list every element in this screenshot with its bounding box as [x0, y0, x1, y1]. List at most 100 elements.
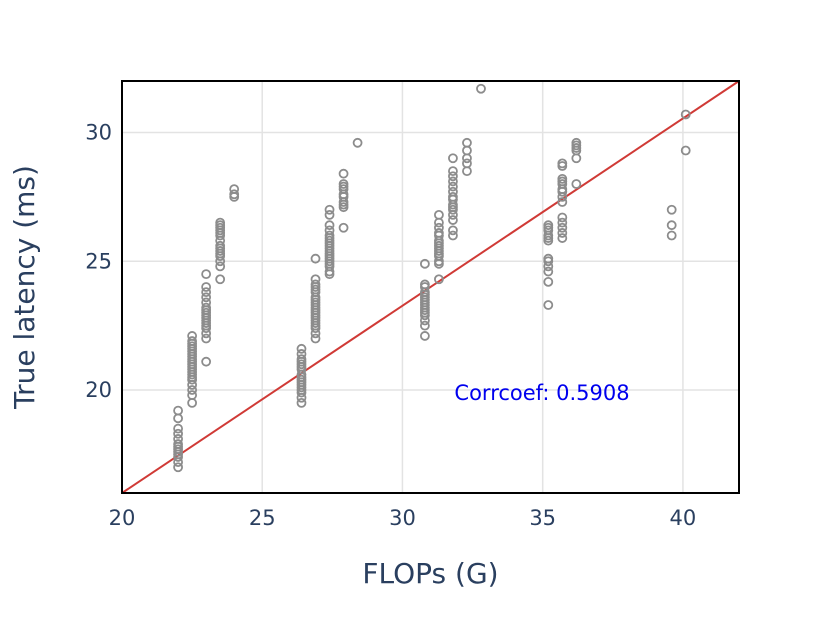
data-point [462, 166, 472, 177]
data-point [215, 274, 226, 285]
data-point [215, 217, 226, 228]
data-point [434, 209, 444, 220]
data-point [201, 292, 212, 303]
data-point [173, 439, 183, 449]
plot-frame [121, 80, 740, 494]
data-point [310, 274, 321, 285]
x-tick-label: 35 [529, 506, 556, 530]
data-point [557, 233, 568, 243]
data-point [434, 222, 444, 233]
data-point [310, 279, 321, 290]
data-point [571, 179, 582, 189]
data-point [338, 179, 349, 189]
data-point [324, 209, 335, 220]
data-point [201, 282, 212, 292]
data-point [462, 153, 472, 164]
data-point [310, 253, 321, 264]
data-point [543, 276, 554, 287]
data-point [419, 279, 430, 290]
data-point [215, 261, 226, 272]
data-point [448, 191, 458, 202]
x-tick-label: 25 [249, 506, 276, 530]
data-point [173, 413, 183, 424]
data-point [666, 204, 677, 215]
data-point [173, 423, 183, 434]
x-tick-label: 40 [670, 506, 697, 530]
data-point [215, 240, 226, 251]
data-point [324, 220, 335, 231]
data-point [338, 168, 349, 179]
data-point [448, 215, 458, 225]
data-point [201, 333, 212, 344]
data-point [173, 462, 183, 473]
data-point [571, 153, 582, 164]
x-axis-title: FLOPs (G) [362, 557, 498, 590]
data-point [338, 222, 349, 233]
data-point [296, 354, 307, 365]
data-point [543, 300, 554, 310]
y-tick-label: 25 [85, 249, 112, 273]
data-point [324, 204, 335, 215]
data-point [434, 217, 444, 228]
data-point [187, 385, 198, 395]
data-point [201, 297, 212, 308]
data-point [173, 405, 183, 416]
data-point [557, 228, 568, 238]
data-point [296, 343, 307, 354]
data-point [571, 137, 582, 148]
data-point [201, 269, 212, 280]
data-point [173, 428, 183, 439]
data-point [557, 197, 568, 207]
y-tick-label: 30 [85, 121, 112, 145]
data-point [543, 266, 554, 277]
data-point [476, 83, 486, 94]
data-point [666, 230, 677, 241]
data-point [310, 333, 321, 344]
data-point [187, 390, 198, 401]
data-point [419, 320, 430, 331]
data-point [187, 397, 198, 408]
data-point [448, 176, 458, 187]
x-tick-label: 20 [109, 506, 136, 530]
data-point [680, 145, 691, 156]
data-point [543, 220, 554, 231]
data-point [557, 212, 568, 223]
data-point [448, 230, 458, 241]
data-point [462, 145, 472, 156]
data-point [419, 258, 430, 269]
data-point [229, 189, 240, 200]
data-point [296, 397, 307, 408]
data-point [448, 225, 458, 236]
data-point [296, 349, 307, 359]
data-point [173, 434, 183, 444]
data-point [324, 225, 335, 236]
fit-line [121, 80, 740, 494]
data-point [680, 109, 691, 120]
data-point [448, 171, 458, 182]
data-point [557, 158, 568, 169]
data-point [434, 274, 444, 285]
data-point [448, 153, 458, 164]
data-point [229, 184, 240, 195]
data-point [324, 230, 335, 241]
data-point [448, 166, 458, 177]
data-point [462, 137, 472, 148]
data-point [448, 181, 458, 192]
x-tick-label: 30 [389, 506, 416, 530]
data-point [201, 302, 212, 313]
data-point [666, 220, 677, 231]
data-point [557, 222, 568, 233]
data-point [557, 173, 568, 184]
data-point [557, 217, 568, 228]
corrcoef-annotation: Corrcoef: 0.5908 [454, 381, 629, 405]
data-point [352, 137, 363, 148]
data-point [187, 331, 198, 341]
data-point [448, 186, 458, 197]
y-tick-label: 20 [85, 378, 112, 402]
tick-labels: 20 25 30 35 40 20 25 30 [85, 121, 696, 531]
data-point [462, 158, 472, 169]
y-axis-title: True latency (ms) [8, 165, 41, 410]
data-point [543, 253, 554, 264]
data-point [201, 356, 212, 367]
